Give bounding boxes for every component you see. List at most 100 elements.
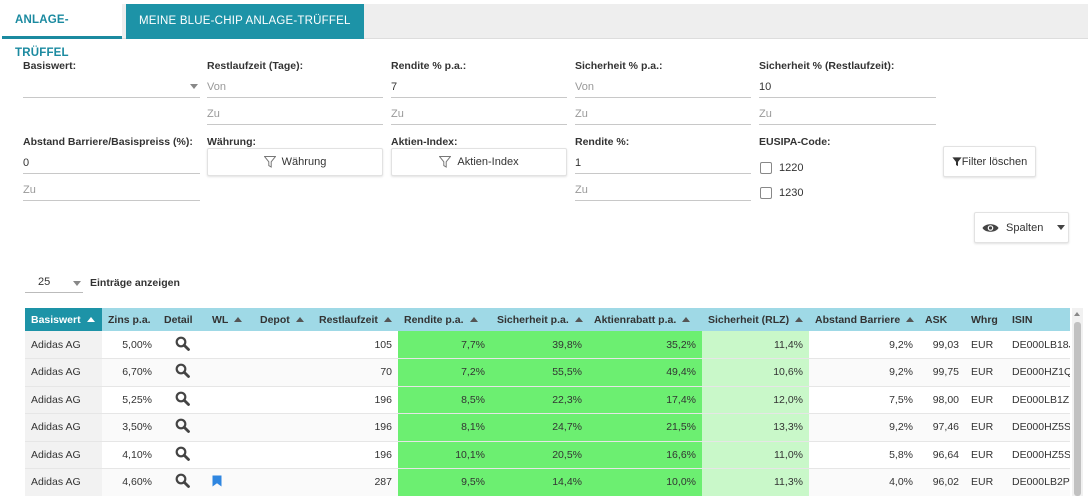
eusipa-1230-label: 1230 — [779, 187, 804, 199]
tab-bar: ANLAGE-TRÜFFEL MEINE BLUE-CHIP ANLAGE-TR… — [2, 4, 1088, 59]
sicherheit-pa-from-input[interactable]: Von — [575, 76, 751, 98]
cell-sicherheit: 39,8% — [491, 331, 588, 359]
cell-sicherheit-rlz: 12,0% — [702, 386, 809, 414]
table-row[interactable]: Adidas AG 4,10% 196 10,1% 20,5% 16,6% 11,0% 5,8… — [25, 441, 1070, 469]
abstand-from-input[interactable]: 0 — [23, 152, 200, 174]
rendite-to-input[interactable]: Zu — [575, 179, 751, 201]
header-wl[interactable]: WL — [206, 308, 254, 331]
cell-aktienrabatt: 17,4% — [588, 386, 702, 414]
cell-ask: 96,02 — [919, 468, 965, 496]
search-icon[interactable] — [175, 418, 190, 436]
cell-detail — [158, 358, 206, 387]
header-zins[interactable]: Zins p.a. — [102, 308, 158, 331]
page-size-select[interactable]: 25 — [25, 271, 83, 293]
waehrung-button-label: Währung — [281, 156, 327, 168]
cell-wl — [206, 331, 254, 359]
cell-restlaufzeit: 287 — [313, 468, 398, 496]
tab-anlage-trueffel[interactable]: ANLAGE-TRÜFFEL — [2, 4, 122, 59]
sort-icon — [469, 316, 478, 322]
cell-sicherheit-rlz: 10,6% — [702, 358, 809, 387]
cell-rendite: 7,2% — [398, 358, 491, 387]
rendite-pa-to-input[interactable]: Zu — [391, 103, 567, 125]
cell-zins: 3,50% — [102, 413, 158, 442]
table-row[interactable]: Adidas AG 6,70% 70 7,2% 55,5% 49,4% 10,6% 9,2% 9… — [25, 358, 1070, 387]
header-detail: Detail — [158, 308, 206, 331]
header-ask[interactable]: ASK — [919, 308, 965, 331]
restlaufzeit-from-input[interactable]: Von — [207, 76, 383, 98]
header-whrg[interactable]: Whrg — [965, 308, 1006, 331]
chevron-down-icon[interactable] — [73, 281, 81, 286]
rendite-pa-label: Rendite % p.a.: — [391, 60, 467, 72]
cell-zins: 5,00% — [102, 331, 158, 359]
cell-isin: DE000HZ5SYV — [1006, 413, 1070, 442]
search-icon[interactable] — [175, 391, 190, 409]
scroll-up-icon[interactable] — [1074, 312, 1080, 316]
cell-whrg: EUR — [965, 386, 1006, 414]
cell-sicherheit-rlz: 13,3% — [702, 413, 809, 442]
results-table: Basiswert Zins p.a. Detail WL Depot Rest… — [25, 308, 1070, 496]
cell-basiswert: Adidas AG — [25, 331, 102, 359]
table-row[interactable]: Adidas AG 5,00% 105 7,7% 39,8% 35,2% 11,4% 9,2%… — [25, 331, 1070, 359]
header-label: Sicherheit (RLZ) — [708, 313, 790, 326]
cell-isin: DE000HZ5SYW — [1006, 441, 1070, 469]
header-rendite[interactable]: Rendite p.a. — [398, 308, 491, 331]
header-sicherheit-rlz[interactable]: Sicherheit (RLZ) — [702, 308, 809, 331]
tab-meine-blue-chip[interactable]: MEINE BLUE-CHIP ANLAGE-TRÜFFEL — [126, 4, 364, 39]
table-row[interactable]: Adidas AG 3,50% 196 8,1% 24,7% 21,5% 13,3% 9,2%… — [25, 413, 1070, 442]
eusipa-1230-checkbox[interactable] — [760, 187, 772, 199]
bookmark-icon[interactable] — [212, 475, 222, 490]
sicherheit-rlz-from-input[interactable]: 10 — [759, 76, 936, 98]
restlaufzeit-to-input[interactable]: Zu — [207, 103, 383, 125]
header-sicherheit[interactable]: Sicherheit p.a. — [491, 308, 588, 331]
table-row[interactable]: Adidas AG 5,25% 196 8,5% 22,3% 17,4% 12,0% 7,5%… — [25, 386, 1070, 414]
table-scrollbar[interactable] — [1072, 308, 1083, 496]
cell-basiswert: Adidas AG — [25, 441, 102, 469]
cell-basiswert: Adidas AG — [25, 413, 102, 442]
chevron-down-icon[interactable] — [190, 84, 198, 89]
search-icon[interactable] — [175, 473, 190, 491]
header-depot[interactable]: Depot — [254, 308, 313, 331]
cell-restlaufzeit: 196 — [313, 386, 398, 414]
header-label: Depot — [260, 313, 290, 326]
basiswert-select[interactable] — [23, 76, 200, 98]
filter-icon — [263, 156, 276, 168]
cell-aktienrabatt: 35,2% — [588, 331, 702, 359]
sort-icon — [295, 316, 304, 322]
table-row[interactable]: Adidas AG 4,60% 287 9,5% 14,4% 10,0% 11,3% 4,0%… — [25, 468, 1070, 496]
search-icon[interactable] — [175, 446, 190, 464]
search-icon[interactable] — [175, 336, 190, 354]
header-aktienrabatt[interactable]: Aktienrabatt p.a. — [588, 308, 702, 331]
header-restlaufzeit[interactable]: Restlaufzeit — [313, 308, 398, 331]
cell-whrg: EUR — [965, 331, 1006, 359]
sicherheit-pa-to-input[interactable]: Zu — [575, 103, 751, 125]
filter-clear-button[interactable]: Filter löschen — [943, 146, 1036, 177]
scrollbar-thumb[interactable] — [1074, 322, 1081, 496]
sicherheit-rlz-to-input[interactable]: Zu — [759, 103, 936, 125]
columns-button[interactable]: Spalten — [974, 212, 1069, 243]
cell-basiswert: Adidas AG — [25, 468, 102, 496]
search-icon[interactable] — [175, 363, 190, 381]
header-abstand[interactable]: Abstand Barriere — [809, 308, 919, 331]
cell-isin: DE000LB2PYE — [1006, 468, 1070, 496]
cell-restlaufzeit: 196 — [313, 413, 398, 442]
cell-ask: 97,46 — [919, 413, 965, 442]
cell-whrg: EUR — [965, 358, 1006, 387]
header-basiswert[interactable]: Basiswert — [25, 308, 102, 331]
cell-whrg: EUR — [965, 468, 1006, 496]
header-label: Rendite p.a. — [404, 313, 464, 326]
header-label: Whrg — [971, 313, 998, 326]
header-label: Detail — [164, 313, 193, 326]
rendite-from-input[interactable]: 1 — [575, 152, 751, 174]
header-label: Restlaufzeit — [319, 313, 378, 326]
waehrung-button[interactable]: Währung — [207, 148, 383, 176]
rendite-pa-from-input[interactable]: 7 — [391, 76, 567, 98]
abstand-to-input[interactable]: Zu — [23, 179, 200, 201]
cell-depot — [254, 358, 313, 387]
eusipa-1220-checkbox[interactable] — [760, 162, 772, 174]
cell-sicherheit: 24,7% — [491, 413, 588, 442]
cell-aktienrabatt: 21,5% — [588, 413, 702, 442]
rendite-label: Rendite %: — [575, 136, 630, 148]
aktien-index-button[interactable]: Aktien-Index — [391, 148, 567, 176]
header-isin[interactable]: ISIN — [1006, 308, 1070, 331]
cell-restlaufzeit: 70 — [313, 358, 398, 387]
